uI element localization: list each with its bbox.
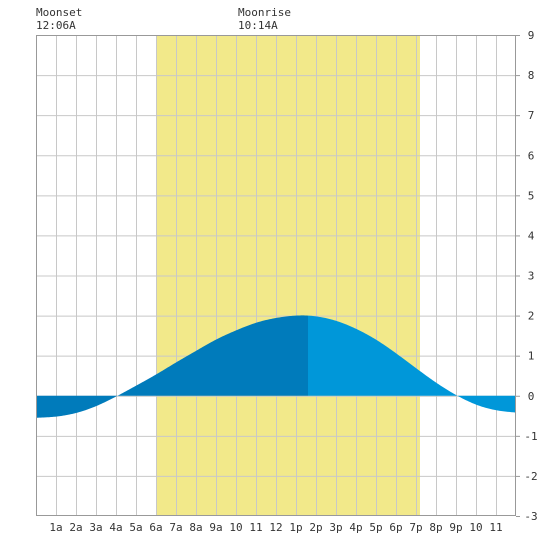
x-tick-label: 8p (429, 521, 442, 534)
moonset-time: 12:06A (36, 19, 76, 32)
y-tick-label: 0 (528, 390, 535, 403)
x-tick-label: 10 (229, 521, 242, 534)
x-tick-label: 6p (389, 521, 402, 534)
y-tick-label: 3 (528, 270, 535, 283)
y-tick-label: 2 (528, 310, 535, 323)
x-tick-label: 5p (369, 521, 382, 534)
y-tick-label: 6 (528, 149, 535, 162)
y-tick-label: -2 (524, 470, 537, 483)
x-tick-label: 5a (129, 521, 142, 534)
x-tick-label: 4a (109, 521, 122, 534)
y-tick-label: 9 (528, 29, 535, 42)
moonrise-time: 10:14A (238, 19, 278, 32)
tide-area-rising (36, 315, 308, 418)
x-tick-label: 11 (489, 521, 502, 534)
x-tick-label: 8a (189, 521, 202, 534)
x-tick-label: 9p (449, 521, 462, 534)
y-tick-label: 4 (528, 229, 535, 242)
plot-frame (36, 35, 516, 516)
x-tick-label: 4p (349, 521, 362, 534)
x-tick-label: 7a (169, 521, 182, 534)
moonrise-label: Moonrise (238, 6, 291, 19)
y-tick-label: 1 (528, 350, 535, 363)
y-tick-label: -1 (524, 430, 537, 443)
x-tick-label: 10 (469, 521, 482, 534)
x-tick-label: 2a (69, 521, 82, 534)
x-tick-label: 12 (269, 521, 282, 534)
x-tick-label: 2p (309, 521, 322, 534)
x-tick-label: 1a (49, 521, 62, 534)
x-tick-label: 1p (289, 521, 302, 534)
moonset-label: Moonset (36, 6, 83, 19)
y-tick-label: 8 (528, 69, 535, 82)
x-tick-label: 3p (329, 521, 342, 534)
x-tick-label: 6a (149, 521, 162, 534)
y-tick-label: -3 (524, 510, 537, 523)
x-tick-label: 9a (209, 521, 222, 534)
x-tick-label: 7p (409, 521, 422, 534)
y-tick-label: 7 (528, 109, 535, 122)
y-tick-label: 5 (528, 189, 535, 202)
x-tick-label: 3a (89, 521, 102, 534)
tide-area-falling (308, 315, 516, 413)
x-tick-label: 11 (249, 521, 262, 534)
